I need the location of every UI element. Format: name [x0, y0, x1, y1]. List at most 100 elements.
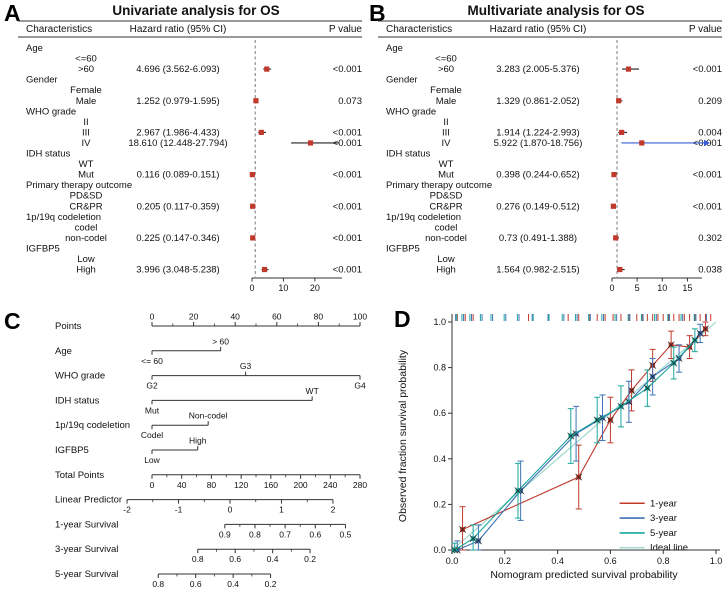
svg-text:4.696 (3.562-6.093): 4.696 (3.562-6.093) — [136, 64, 219, 75]
svg-text:IDH status: IDH status — [55, 395, 100, 406]
svg-text:High: High — [436, 265, 456, 276]
svg-text:Univariate analysis for OS: Univariate analysis for OS — [112, 3, 279, 18]
svg-text:0.2: 0.2 — [304, 554, 316, 564]
svg-text:240: 240 — [323, 480, 337, 490]
svg-text:0.73 (0.491-1.388): 0.73 (0.491-1.388) — [499, 233, 577, 244]
svg-text:0: 0 — [228, 505, 233, 515]
svg-text:Characteristics: Characteristics — [386, 24, 452, 35]
svg-text:1.0: 1.0 — [710, 556, 723, 566]
svg-text:High: High — [189, 436, 207, 446]
svg-text:0.116 (0.089-0.151): 0.116 (0.089-0.151) — [137, 170, 220, 181]
svg-text:0.6: 0.6 — [190, 579, 202, 589]
svg-text:>60: >60 — [78, 64, 94, 75]
svg-text:P value: P value — [329, 24, 363, 35]
svg-text:<0.001: <0.001 — [693, 64, 722, 75]
svg-text:Age: Age — [26, 43, 43, 54]
svg-text:0.6: 0.6 — [604, 556, 617, 566]
svg-text:0.6: 0.6 — [433, 408, 446, 418]
svg-text:80: 80 — [314, 312, 324, 322]
svg-text:Low: Low — [437, 254, 455, 265]
svg-text:Points: Points — [55, 321, 82, 332]
svg-text:60: 60 — [272, 312, 282, 322]
svg-text:0: 0 — [150, 480, 155, 490]
svg-text:IDH status: IDH status — [26, 149, 71, 160]
svg-text:codel: codel — [75, 222, 98, 233]
svg-text:1-year Survival: 1-year Survival — [55, 519, 118, 530]
svg-text:<0.001: <0.001 — [333, 64, 362, 75]
svg-text:codel: codel — [435, 222, 458, 233]
svg-text:Mut: Mut — [438, 170, 454, 181]
svg-text:Age: Age — [55, 346, 72, 357]
svg-text:Female: Female — [430, 85, 462, 96]
svg-text:0.4: 0.4 — [551, 556, 564, 566]
svg-text:0.6: 0.6 — [229, 554, 241, 564]
svg-text:40: 40 — [177, 480, 187, 490]
svg-text:IGFBP5: IGFBP5 — [26, 243, 60, 254]
svg-text:0.2: 0.2 — [433, 499, 446, 509]
svg-text:Mut: Mut — [78, 170, 94, 181]
svg-text:Female: Female — [70, 85, 102, 96]
svg-text:0.209: 0.209 — [698, 96, 722, 107]
svg-text:160: 160 — [264, 480, 278, 490]
svg-text:0.4: 0.4 — [227, 579, 239, 589]
svg-text:-2: -2 — [123, 505, 131, 515]
svg-text:0.225 (0.147-0.346): 0.225 (0.147-0.346) — [136, 233, 219, 244]
svg-text:>60: >60 — [438, 64, 454, 75]
svg-text:80: 80 — [207, 480, 217, 490]
svg-text:0.9: 0.9 — [219, 529, 231, 539]
svg-text:1-year: 1-year — [650, 498, 677, 509]
svg-text:0.302: 0.302 — [698, 233, 722, 244]
svg-text:200: 200 — [293, 480, 307, 490]
svg-text:WT: WT — [79, 159, 94, 170]
svg-text:0.205 (0.117-0.359): 0.205 (0.117-0.359) — [137, 201, 220, 212]
svg-text:0: 0 — [150, 312, 155, 322]
svg-text:<0.001: <0.001 — [333, 233, 362, 244]
svg-text:<=60: <=60 — [75, 54, 97, 65]
svg-text:-1: -1 — [175, 505, 183, 515]
svg-text:3.996 (3.048-5.238): 3.996 (3.048-5.238) — [136, 265, 219, 276]
svg-text:<= 60: <= 60 — [141, 356, 163, 366]
svg-text:0.038: 0.038 — [698, 265, 722, 276]
svg-text:18.610 (12.448-27.794): 18.610 (12.448-27.794) — [128, 138, 227, 149]
svg-text:CR&PR: CR&PR — [69, 201, 102, 212]
svg-text:Hazard ratio (95% CI): Hazard ratio (95% CI) — [130, 24, 227, 35]
svg-text:<0.001: <0.001 — [333, 127, 362, 138]
svg-text:5.922 (1.870-18.756): 5.922 (1.870-18.756) — [494, 138, 583, 149]
panel-a-letter: A — [4, 0, 21, 26]
svg-text:15: 15 — [682, 283, 692, 293]
svg-text:Male: Male — [76, 96, 97, 107]
svg-text:0.398 (0.244-0.652): 0.398 (0.244-0.652) — [496, 170, 579, 181]
svg-text:IDH status: IDH status — [386, 149, 431, 160]
svg-text:5-year Survival: 5-year Survival — [55, 569, 118, 580]
svg-text:Ideal line: Ideal line — [650, 543, 688, 554]
svg-text:0.7: 0.7 — [279, 529, 291, 539]
svg-text:WHO grade: WHO grade — [55, 371, 105, 382]
svg-text:IV: IV — [442, 138, 452, 149]
svg-text:Total Points: Total Points — [55, 470, 104, 481]
svg-text:0.8: 0.8 — [657, 556, 670, 566]
svg-text:Age: Age — [386, 43, 403, 54]
svg-text:0.073: 0.073 — [338, 96, 362, 107]
svg-text:1p/19q codeletion: 1p/19q codeletion — [386, 212, 461, 223]
svg-text:Multivariate analysis for OS: Multivariate analysis for OS — [467, 3, 644, 18]
svg-text:Non-codel: Non-codel — [189, 411, 228, 421]
svg-text:5-year: 5-year — [650, 528, 677, 539]
svg-text:PD&SD: PD&SD — [70, 191, 103, 202]
svg-text:Hazard ratio (95% CI): Hazard ratio (95% CI) — [490, 24, 587, 35]
svg-text:<0.001: <0.001 — [693, 201, 722, 212]
svg-text:1.914 (1.224-2.993): 1.914 (1.224-2.993) — [496, 127, 579, 138]
svg-text:2: 2 — [331, 505, 336, 515]
svg-text:Observed fraction survival pro: Observed fraction survival probability — [397, 349, 409, 522]
svg-text:0.8: 0.8 — [433, 363, 446, 373]
svg-text:III: III — [82, 127, 90, 138]
svg-text:2.967 (1.986-4.433): 2.967 (1.986-4.433) — [136, 127, 219, 138]
svg-text:0.8: 0.8 — [249, 529, 261, 539]
svg-text:40: 40 — [230, 312, 240, 322]
svg-text:II: II — [83, 117, 88, 128]
panel-c-letter: C — [4, 308, 21, 334]
svg-text:0.276 (0.149-0.512): 0.276 (0.149-0.512) — [496, 201, 579, 212]
svg-text:0.5: 0.5 — [340, 529, 352, 539]
svg-text:100: 100 — [353, 312, 367, 322]
svg-text:1p/19q codeletion: 1p/19q codeletion — [26, 212, 101, 223]
svg-text:Gender: Gender — [26, 75, 58, 86]
